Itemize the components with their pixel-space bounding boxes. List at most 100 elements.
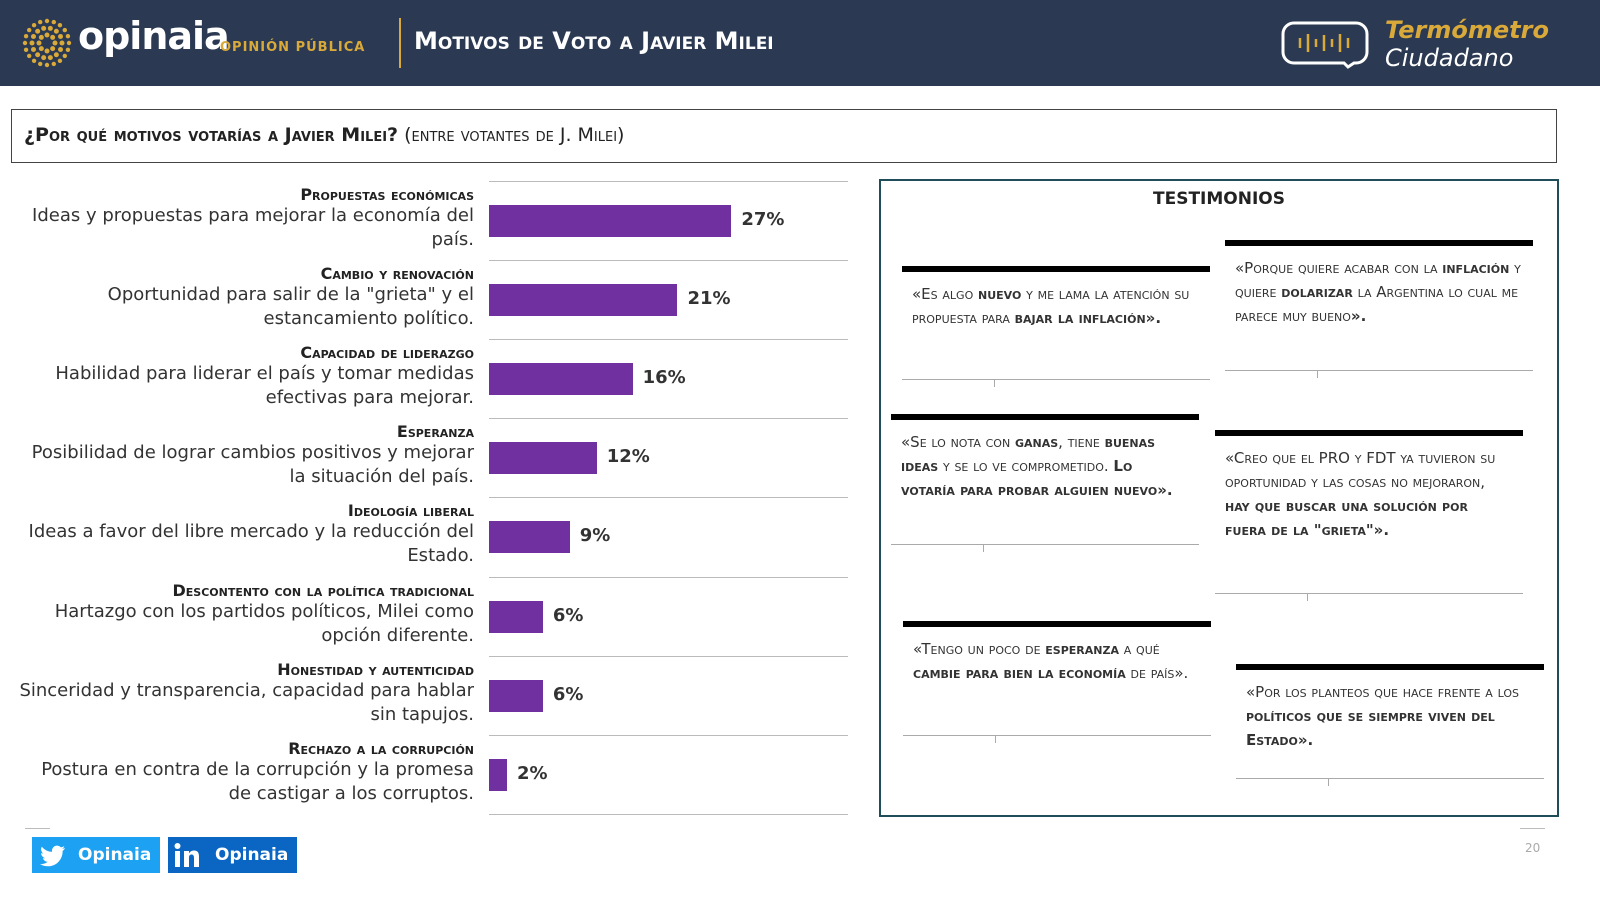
quote-text: inflación — [1442, 259, 1510, 277]
logo-dot — [38, 46, 44, 52]
logo-dot — [51, 61, 56, 67]
twitter-button[interactable]: Opinaia — [32, 837, 160, 873]
category-description: Oportunidad para salir de la "grieta" y … — [107, 284, 474, 330]
logo-dot — [62, 53, 67, 59]
quote-rule — [1225, 370, 1533, 371]
row-label: Ideología liberal Ideas a favor del libre… — [14, 501, 474, 568]
category-label: Cambio y renovación — [320, 264, 474, 284]
question: ¿Por qué motivos votarías a Javier Milei… — [24, 124, 399, 146]
quote-text: «Porque quiere acabar con la — [1235, 259, 1443, 277]
logo-dot — [23, 47, 29, 52]
value-label: 9% — [579, 525, 611, 547]
quote-tail — [994, 379, 1003, 387]
bar — [489, 679, 543, 712]
quote-tail — [1307, 593, 1316, 601]
logo-dot — [62, 27, 67, 33]
quote-rule — [903, 621, 1211, 627]
value-label: 12% — [606, 446, 650, 468]
logo-dot — [65, 34, 71, 39]
quote-text: ganas — [1014, 433, 1059, 451]
bar — [489, 205, 732, 237]
quote: «Por los planteos que hace frente a los … — [1246, 680, 1534, 752]
row-label: Descontento con la política tradicional H… — [14, 581, 474, 648]
category-label: Rechazo a la corrupción — [288, 738, 474, 758]
logo-dot — [41, 25, 47, 31]
twitter-icon — [40, 845, 65, 867]
logo-dot — [31, 23, 37, 28]
header-title: Motivos de Voto a Javier Milei — [414, 27, 774, 55]
row-divider — [489, 418, 848, 420]
bar — [489, 284, 678, 317]
row-label: Esperanza Posibilidad de lograr cambios p… — [14, 422, 474, 489]
category-description: Ideas y propuestas para mejorar la econo… — [32, 205, 474, 250]
quote-text: de país». — [1125, 664, 1189, 682]
quote-text: a qué — [1119, 640, 1160, 658]
question-note: (entre votantes de J. Milei) — [404, 124, 625, 146]
quote: «Creo que el PRO y FDT ya tuvieron su op… — [1225, 446, 1513, 542]
quote-rule — [1236, 664, 1544, 670]
quote-text: «Por los planteos que hace frente a los — [1246, 683, 1519, 701]
quote-text: ». — [1350, 307, 1367, 325]
logo-dot — [57, 58, 63, 63]
quote: «Tengo un poco de esperanza a qué cambie… — [913, 637, 1201, 685]
category-label: Honestidad y autenticidad — [277, 659, 474, 679]
row-divider — [489, 497, 848, 499]
logo-dot — [30, 33, 36, 39]
category-label: Descontento con la política tradicional — [172, 580, 474, 600]
linkedin-button[interactable]: Opinaia — [168, 837, 297, 873]
row-label: Rechazo a la corrupción Postura en contra… — [14, 739, 474, 806]
header: opinaia OPINIÓN PÚBLICA Motivos de Voto … — [0, 0, 1600, 86]
logo-dot — [36, 40, 42, 46]
row-divider — [489, 339, 848, 341]
quote-text: y se lo ve comprometido. — [938, 457, 1114, 475]
quote-text: hay que buscar una solución por fuera de… — [1225, 497, 1468, 539]
logo-dot — [58, 33, 64, 39]
quote-text: políticos que se siempre viven del Estad… — [1246, 707, 1495, 749]
quote-rule — [902, 379, 1210, 380]
logo-dot — [65, 47, 71, 52]
row-label: Propuestas económicas Ideas y propuestas … — [14, 185, 474, 252]
logo-icon — [22, 18, 72, 68]
brand-sub: OPINIÓN PÚBLICA — [220, 40, 366, 55]
value-label: 27% — [741, 209, 785, 230]
value-label: 21% — [687, 288, 731, 310]
bar — [489, 600, 543, 633]
category-description: Habilidad para liderar el país y tomar m… — [55, 363, 474, 409]
logo-dot — [22, 40, 28, 46]
value-label: 2% — [516, 762, 548, 784]
quote-text: «Es algo — [912, 285, 979, 303]
page-number: 20 — [1525, 841, 1541, 855]
quote-text: Lo votaría para probar alguien nuevo». — [901, 457, 1173, 499]
row-divider — [489, 734, 848, 736]
logo-dot — [44, 48, 50, 54]
quote-text: buenas ideas — [901, 433, 1156, 475]
value-label: 6% — [552, 683, 584, 705]
testimonials-box: TESTIMONIOS — [879, 179, 1559, 817]
row-divider — [489, 576, 848, 578]
logo-dot — [44, 18, 50, 24]
quote-text: cambie para bien la economía — [913, 664, 1126, 682]
quote-text: la Argentina lo cual me parece muy bueno — [1235, 283, 1519, 325]
logo-dot — [52, 40, 58, 46]
quote-text: y me lama la atención su propuesta para — [912, 285, 1190, 327]
quote-rule — [1236, 778, 1544, 779]
logo-dot — [47, 25, 53, 31]
quote-text: esperanza — [1045, 640, 1119, 658]
logo-dot — [59, 40, 65, 46]
divider — [399, 18, 401, 68]
logo-dot — [31, 58, 37, 63]
category-label: Capacidad de liderazgo — [300, 343, 474, 363]
category-label: Esperanza — [396, 422, 474, 442]
logo-dot — [41, 55, 47, 61]
row-label: Capacidad de liderazgo Habilidad para lid… — [14, 343, 474, 410]
quote-rule — [1215, 430, 1523, 436]
testimonials-title: TESTIMONIOS — [1153, 189, 1285, 209]
quote-text: bajar la inflación». — [1014, 309, 1162, 327]
quote-text: «Se lo nota con — [901, 433, 1015, 451]
quote: «Se lo nota con ganas, tiene buenas idea… — [901, 430, 1189, 502]
category-description: Posibilidad de lograr cambios positivos … — [31, 442, 474, 488]
rule — [25, 828, 50, 829]
quote: «Porque quiere acabar con la inflación y… — [1235, 256, 1523, 328]
logo-dot — [53, 28, 59, 34]
quote-rule — [891, 414, 1199, 420]
